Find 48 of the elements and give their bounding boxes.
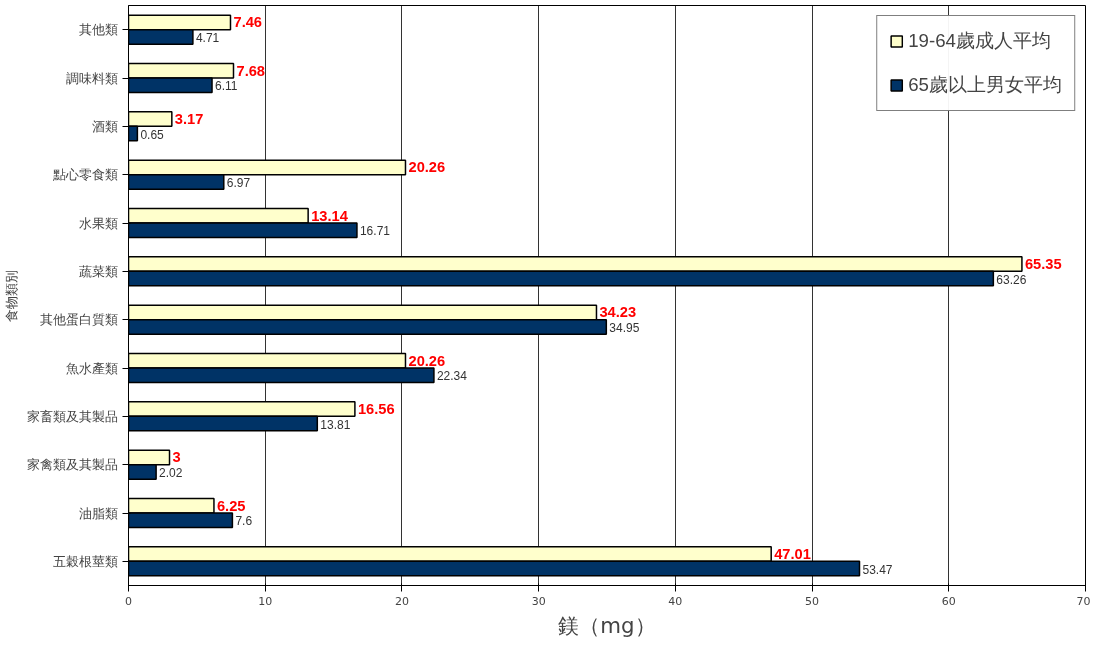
data-label: 16.71 <box>359 224 391 239</box>
data-label: 34.95 <box>609 320 640 335</box>
data-label: 7.6 <box>235 514 253 529</box>
data-label: 16.56 <box>357 401 395 418</box>
y-tick-label: 調味料類 <box>65 70 118 86</box>
data-label: 47.01 <box>774 546 811 563</box>
data-label: 22.34 <box>436 369 468 384</box>
y-axis-title: 食物類別 <box>3 269 19 322</box>
data-label: 3 <box>172 449 181 466</box>
x-tick-label: 70 <box>1076 594 1091 608</box>
data-label: 13.81 <box>320 417 351 432</box>
y-tick-label: 五穀根莖類 <box>52 553 118 569</box>
data-label: 6.11 <box>215 79 238 94</box>
data-label: 53.47 <box>862 562 893 577</box>
data-label: 2.02 <box>159 465 183 480</box>
x-tick-label: 40 <box>668 594 683 608</box>
x-tick-label: 20 <box>394 594 409 608</box>
data-label: 20.26 <box>408 352 446 369</box>
x-axis-title: 鎂（mg） <box>558 612 656 638</box>
y-tick-label: 其他蛋白質類 <box>39 312 118 328</box>
x-tick-label: 10 <box>258 594 273 608</box>
data-label: 65.35 <box>1024 256 1062 273</box>
data-label: 4.71 <box>195 30 220 45</box>
y-tick-label: 水果類 <box>78 215 118 231</box>
x-tick-label: 50 <box>805 594 820 608</box>
data-label: 7.68 <box>236 62 266 79</box>
data-label: 63.26 <box>996 272 1027 287</box>
y-tick-label: 點心零食類 <box>51 167 118 183</box>
x-tick-label: 0 <box>125 594 132 608</box>
y-tick-label: 家畜類及其製品 <box>26 408 118 424</box>
data-label: 20.26 <box>408 159 446 176</box>
data-label: 3.17 <box>174 111 204 128</box>
legend-label: 65歲以上男女平均 <box>908 73 1062 97</box>
legend-label: 19-64歲成人平均 <box>908 29 1051 53</box>
x-tick-label: 30 <box>531 594 546 608</box>
data-label: 7.46 <box>233 14 263 31</box>
y-tick-label: 家禽類及其製品 <box>26 457 118 473</box>
y-tick-label: 酒類 <box>91 118 118 134</box>
y-tick-label: 其他類 <box>78 22 118 38</box>
data-label: 0.65 <box>140 127 165 142</box>
data-label: 13.14 <box>311 207 349 224</box>
y-tick-label: 蔬菜類 <box>78 263 118 279</box>
y-tick-label: 油脂類 <box>78 505 118 521</box>
x-tick-label: 60 <box>941 594 956 608</box>
data-label: 6.25 <box>216 497 246 514</box>
y-tick-label: 魚水產類 <box>65 360 118 376</box>
data-label: 6.97 <box>226 175 251 190</box>
data-label: 34.23 <box>599 304 637 321</box>
